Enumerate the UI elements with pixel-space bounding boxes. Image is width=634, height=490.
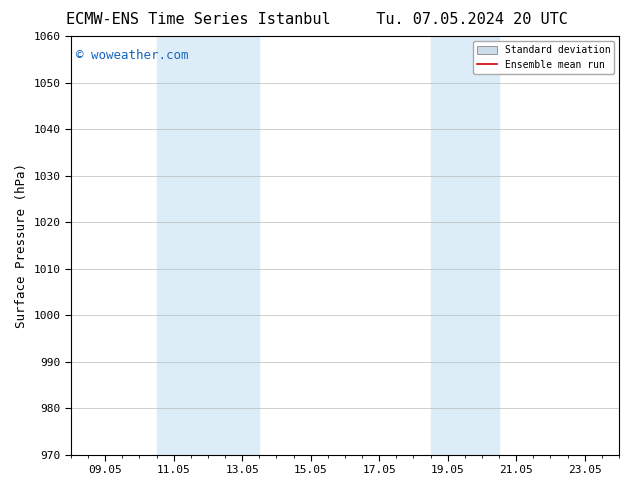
Text: ECMW-ENS Time Series Istanbul     Tu. 07.05.2024 20 UTC: ECMW-ENS Time Series Istanbul Tu. 07.05.… bbox=[66, 12, 568, 27]
Y-axis label: Surface Pressure (hPa): Surface Pressure (hPa) bbox=[15, 163, 28, 328]
Text: © woweather.com: © woweather.com bbox=[77, 49, 189, 62]
Bar bbox=[157, 36, 259, 455]
Bar bbox=[430, 36, 499, 455]
Legend: Standard deviation, Ensemble mean run: Standard deviation, Ensemble mean run bbox=[474, 41, 614, 74]
